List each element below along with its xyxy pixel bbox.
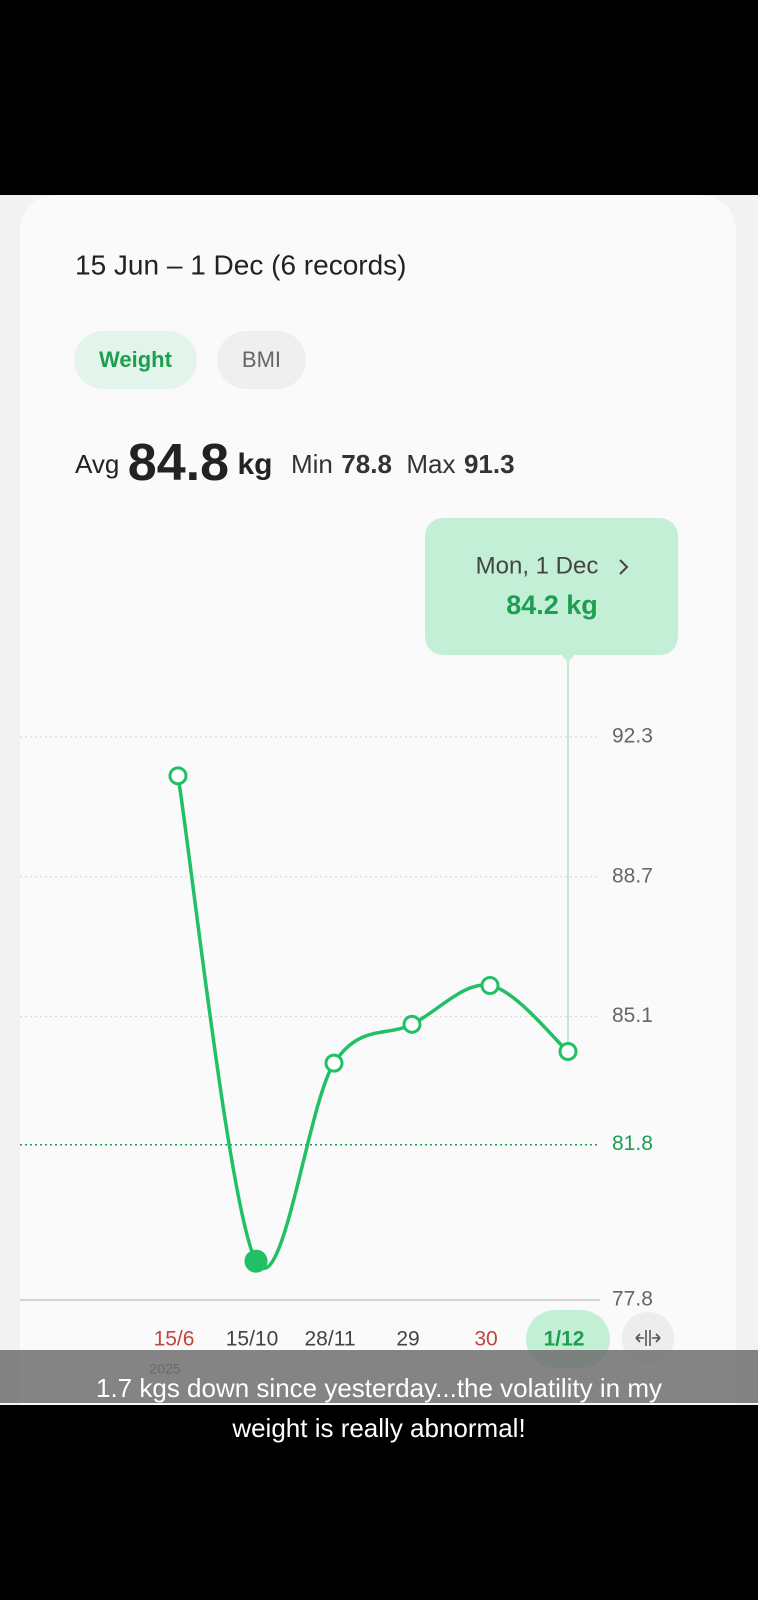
caption-line: weight is really abnormal! <box>231 1413 525 1443</box>
x-tick-label[interactable]: 28/11 <box>305 1328 356 1351</box>
tooltip-box[interactable] <box>425 518 678 655</box>
date-range: 15 Jun – 1 Dec (6 records) <box>75 249 407 280</box>
avg-value: 84.8 <box>128 434 229 492</box>
caption-band <box>0 1350 758 1403</box>
x-tick-label[interactable]: 30 <box>474 1328 497 1351</box>
chart: 77.8 85.1 88.7 92.3 81.8 Mon, 1 Dec 84.2 kg 15/… <box>20 518 678 1377</box>
toggle-icon <box>635 1330 661 1346</box>
min-value: 78.8 <box>341 449 392 479</box>
data-point[interactable] <box>480 975 500 995</box>
tab[interactable]: Weight <box>74 331 197 389</box>
data-point[interactable] <box>324 1053 344 1073</box>
target-label: 81.8 <box>612 1132 653 1155</box>
caption-line: 1.7 kgs down since yesterday...the volat… <box>96 1373 662 1403</box>
x-tick-label[interactable]: 15/6 <box>154 1328 195 1351</box>
data-point[interactable] <box>244 1249 268 1273</box>
tabs: Weight BMI <box>74 331 307 389</box>
data-point[interactable] <box>168 766 188 786</box>
summary: Avg 84.8 kg Min 78.8 Max 91.3 <box>75 434 515 492</box>
tab-label: BMI <box>242 347 281 372</box>
y-tick-label: 92.3 <box>612 725 653 748</box>
x-tick-label[interactable]: 1/12 <box>544 1328 585 1351</box>
avg-label: Avg <box>75 449 119 479</box>
y-tick-label: 85.1 <box>612 1004 653 1027</box>
max-value: 91.3 <box>464 449 515 479</box>
y-tick-label: 77.8 <box>612 1288 653 1311</box>
tooltip-pointer <box>561 654 575 663</box>
min-label: Min <box>291 449 333 479</box>
data-point[interactable] <box>558 1042 578 1062</box>
tab-label: Weight <box>99 347 173 372</box>
tooltip-date: Mon, 1 Dec <box>476 552 599 579</box>
tab-pill[interactable] <box>216 331 307 389</box>
tooltip-value: 84.2 kg <box>506 590 598 620</box>
x-tick-label[interactable]: 29 <box>396 1328 419 1351</box>
tab-pill[interactable] <box>74 331 197 389</box>
avg-unit: kg <box>237 448 272 481</box>
y-tick-label: 88.7 <box>612 864 653 887</box>
data-point[interactable] <box>402 1014 422 1034</box>
x-tick-label[interactable]: 15/10 <box>226 1328 279 1351</box>
tooltip-chevron <box>619 559 629 575</box>
max-label: Max <box>406 449 455 479</box>
tab[interactable]: BMI <box>216 331 307 389</box>
card <box>20 195 736 1405</box>
